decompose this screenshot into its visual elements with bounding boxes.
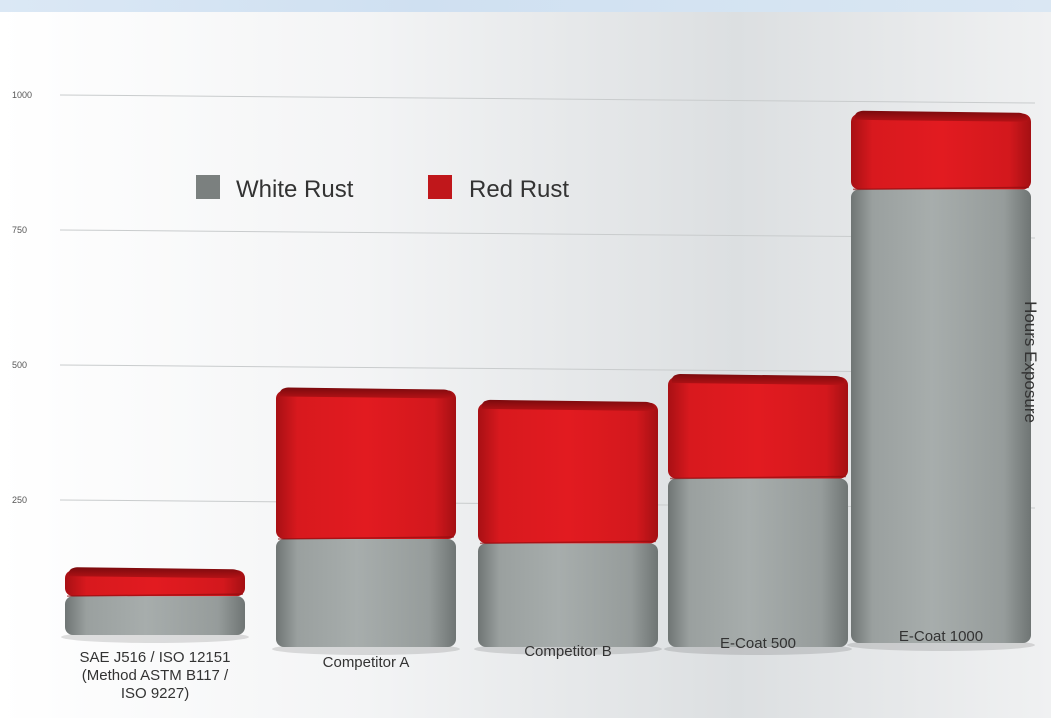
bar-seam (479, 540, 657, 545)
legend-swatch (196, 175, 220, 199)
bar-top-cap (279, 387, 453, 399)
category-label-line: (Method ASTM B117 / (82, 667, 229, 684)
bar-top-cap (854, 110, 1028, 122)
bar-red-rust (478, 402, 658, 544)
bar-red-rust (276, 390, 456, 539)
y-tick-label: 750 (12, 225, 27, 235)
category-label-line: E-Coat 500 (720, 635, 796, 652)
bar-white-rust (478, 543, 658, 647)
category-label-line: SAE J516 / ISO 12151 (80, 649, 231, 666)
bars (61, 110, 1035, 655)
bar-top-cap (671, 374, 845, 385)
legend-label: White Rust (236, 176, 354, 203)
bar-red-rust (851, 113, 1031, 190)
category-label: Competitor B (524, 643, 612, 660)
bar-white-rust (851, 189, 1031, 643)
y-axis-title: Hours Exposure (1021, 301, 1040, 423)
y-tick-labels: 250 500 750 1000 (12, 90, 32, 505)
category-label-line: E-Coat 1000 (899, 628, 983, 645)
bar-seam (277, 536, 455, 540)
y-tick-label: 250 (12, 495, 27, 505)
gridline (59, 94, 1036, 104)
category-label-line: Competitor B (524, 643, 612, 660)
bar-top-cap (68, 567, 242, 579)
category-labels: SAE J516 / ISO 12151 (Method ASTM B117 /I… (80, 628, 984, 702)
legend-label: Red Rust (469, 176, 569, 203)
bar-red-rust (668, 377, 848, 479)
y-tick-label: 500 (12, 360, 27, 370)
bar-white-rust (65, 596, 245, 635)
legend-swatch (428, 175, 452, 199)
category-label-line: ISO 9227) (121, 685, 189, 702)
bar-seam (66, 593, 244, 597)
bar-top-cap (481, 399, 655, 411)
category-label: E-Coat 1000 (899, 628, 983, 645)
bar-white-rust (276, 539, 456, 647)
top-strip (0, 0, 1051, 12)
category-label: Competitor A (323, 654, 410, 671)
y-axis-label: Hours Exposure (1021, 301, 1040, 423)
category-label: SAE J516 / ISO 12151 (Method ASTM B117 /I… (80, 649, 231, 702)
category-label-line: Competitor A (323, 654, 410, 671)
bar-white-rust (668, 478, 848, 647)
category-label: E-Coat 500 (720, 635, 796, 652)
y-tick-label: 1000 (12, 90, 32, 100)
bar-seam (852, 186, 1030, 191)
bar-seam (669, 475, 847, 480)
legend: White Rust Red Rust (196, 175, 569, 203)
